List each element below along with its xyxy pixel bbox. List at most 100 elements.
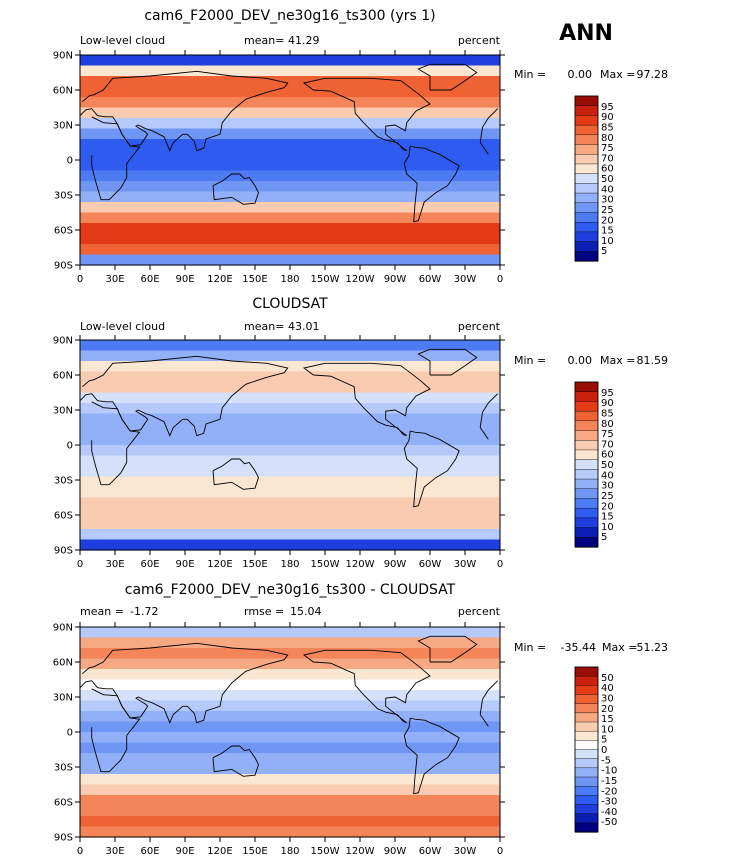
panel-1-colorbar-label: 30 — [601, 195, 614, 206]
panel-3-mean-label: mean = — [80, 605, 124, 618]
panel-3-lon-label: 60W — [419, 846, 442, 857]
panel-3-colorbar-box — [574, 685, 599, 696]
panel-2-colorbar-label: 95 — [601, 388, 614, 399]
panel-1-colorbar-label: 25 — [601, 205, 614, 216]
panel-1-colorbar-label: 85 — [601, 122, 614, 133]
panel-2-colorbar-label: 10 — [601, 522, 614, 533]
panel-2-lat-label: 0 — [67, 441, 73, 452]
panel-2-lat-label: 60S — [54, 511, 73, 522]
panel-1-lat-label: 30S — [54, 191, 73, 202]
panel-3-colorbar-box — [574, 822, 599, 833]
panel-3-colorbar-box — [574, 795, 599, 806]
panel-3-max-label: Max = — [602, 641, 637, 654]
panel-1-colorbar-box — [574, 124, 599, 136]
panel-2-lon-label: 120E — [207, 559, 232, 570]
panel-3-lat-band — [80, 742, 500, 754]
panel-1-lat-label: 60S — [54, 226, 73, 237]
panel-2-map: 90N 60N 30N 0 30S 60S 90S 0 30E 60E 90E 120E 150E 180… — [53, 335, 505, 570]
panel-3-map: 90N 60N 30N 0 30S 60S 90S 0 30E 60E 90E 120E 150E 180… — [53, 622, 505, 857]
panel-3-colorbar-box — [574, 666, 599, 677]
panel-1-lat-band — [80, 160, 500, 172]
panel-3-colorbar-box — [574, 776, 599, 787]
panel-1-lat-band — [80, 202, 500, 214]
panel-1-colorbar-box — [574, 95, 599, 107]
panel-1-lat-band — [80, 86, 500, 98]
panel-1-colorbar-box — [574, 115, 599, 126]
panel-2-colorbar-box — [574, 517, 599, 529]
panel-3-lat-band — [80, 690, 500, 702]
panel-3-lat-band — [80, 669, 500, 681]
panel-3-lat-band — [80, 679, 500, 691]
panel-2: CLOUDSAT Low-level cloud mean= 43.01 per… — [53, 296, 668, 570]
panel-3-coastline — [403, 717, 460, 795]
panel-2-lat-band — [80, 403, 500, 415]
panel-3-lat-band — [80, 795, 500, 807]
panel-2-colorbar-box — [574, 430, 599, 441]
panel-3-colorbar-label: -50 — [601, 817, 617, 828]
panel-2-mean-label: mean= — [244, 320, 284, 333]
panel-3-colorbar-label: 20 — [601, 704, 614, 715]
panel-2-lon-label: 90W — [384, 559, 407, 570]
panel-1-colorbar-box — [574, 183, 599, 194]
panel-2-lat-band — [80, 508, 500, 520]
panel-1-colorbar-frame — [574, 95, 599, 262]
panel-1-colorbar-box — [574, 212, 599, 223]
panel-2-lon-label: 60W — [419, 559, 442, 570]
panel-2-min-value: 0.00 — [568, 354, 593, 367]
panel-3-lon-label: 90W — [384, 846, 407, 857]
panel-1-max-label: Max = — [600, 68, 635, 81]
panel-1-title: cam6_F2000_DEV_ne30g16_ts300 (yrs 1) — [144, 8, 435, 24]
panel-1-colorbar-label: 50 — [601, 174, 614, 185]
panel-2-coastline — [212, 458, 259, 490]
panel-2-units: percent — [458, 320, 501, 333]
panel-3-colorbar-label: 0 — [601, 745, 607, 756]
panel-3-colorbar-box — [574, 694, 599, 705]
panel-3-mean-value: -1.72 — [130, 605, 158, 618]
panel-3-lat-label: 60N — [53, 658, 73, 669]
panel-3-colorbar-box — [574, 740, 599, 751]
panel-1-lon-label: 30E — [105, 274, 124, 285]
panel-2-lat-label: 90S — [54, 546, 73, 557]
panel-2-colorbar-label: 5 — [601, 532, 607, 543]
panel-1-lat-band — [80, 118, 500, 130]
panel-2-colorbar-label: 40 — [601, 470, 614, 481]
panel-3-lat-band — [80, 648, 500, 660]
panel-2-min-label: Min = — [514, 354, 546, 367]
panel-3-colorbar-label: 50 — [601, 673, 614, 684]
panel-1-colorbar-label: 20 — [601, 215, 614, 226]
panel-1-colorbar-label: 60 — [601, 164, 614, 175]
panel-1-lon-label: 60E — [140, 274, 159, 285]
panel-3-colorbar-label: 15 — [601, 714, 614, 725]
panel-1-colorbar-box — [574, 144, 599, 155]
panel-1-colorbar-box — [574, 163, 599, 175]
panel-1-mean-value: 41.29 — [288, 34, 320, 47]
panel-1-lon-label: 60W — [419, 274, 442, 285]
panel-2-lat-band — [80, 518, 500, 530]
panel-3-colorbar-box — [574, 813, 599, 824]
panel-1-coastline — [302, 77, 431, 152]
panel-2-colorbar-box — [574, 488, 599, 500]
panel-1: cam6_F2000_DEV_ne30g16_ts300 (yrs 1) Low… — [53, 8, 668, 285]
panel-1-min-label: Min = — [514, 68, 546, 81]
panel-1-lon-label: 120W — [346, 274, 375, 285]
panel-1-colorbar-label: 10 — [601, 236, 614, 247]
panel-3-lat-band — [80, 805, 500, 817]
panel-2-colorbar-box — [574, 449, 599, 461]
panel-3-colorbar-label: -20 — [601, 786, 617, 797]
panel-1-lat-label: 0 — [67, 156, 73, 167]
panel-2-lat-label: 30S — [54, 476, 73, 487]
panel-1-lat-band — [80, 76, 500, 88]
panel-2-colorbar-label: 85 — [601, 408, 614, 419]
panel-2-lon-label: 120W — [346, 559, 375, 570]
panel-3-units: percent — [458, 605, 501, 618]
panel-3-min-value: -35.44 — [561, 641, 596, 654]
panel-1-lat-band — [80, 233, 500, 245]
panel-2-lat-band — [80, 497, 500, 509]
panel-1-colorbar-label: 5 — [601, 246, 607, 257]
panel-3-rmse-value: 15.04 — [290, 605, 322, 618]
panel-3-lon-label: 120E — [207, 846, 232, 857]
panel-1-coastline — [417, 63, 478, 91]
panel-1-colorbar-box — [574, 105, 599, 117]
panel-2-lat-band — [80, 434, 500, 446]
panel-2-colorbar-box — [574, 537, 599, 548]
